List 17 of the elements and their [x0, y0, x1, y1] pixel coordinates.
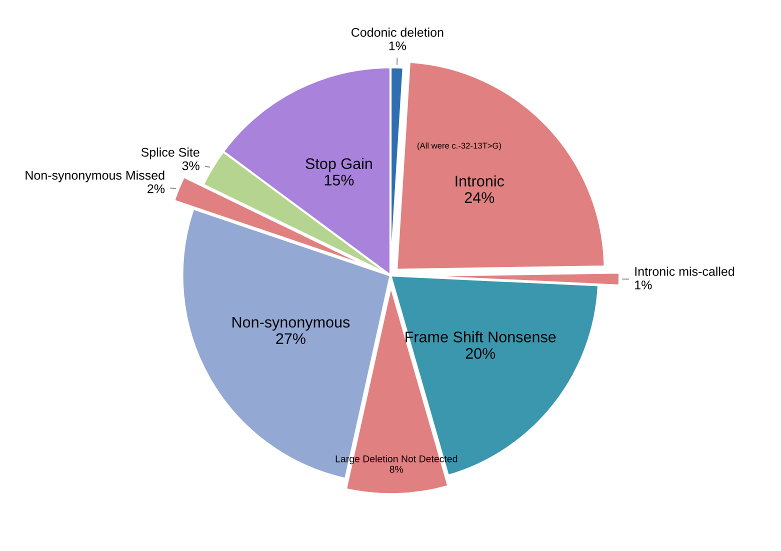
data-label: 24% — [464, 192, 494, 203]
slice-label: Non-synonymous — [232, 316, 350, 331]
slice-label: Non-synonymous Missed — [26, 170, 164, 182]
slice-label: Intronic — [456, 175, 504, 187]
data-label: 8% — [390, 466, 404, 473]
text: (All were c.-32-13T>G) — [417, 142, 501, 150]
data-label: 1% — [635, 280, 652, 290]
slice-label: Codonic deletion — [352, 28, 444, 37]
data-label: 2% — [148, 184, 165, 194]
data-label: 20% — [466, 348, 496, 359]
data-label: 3% — [182, 161, 200, 170]
data-label: 15% — [324, 174, 354, 186]
slice-label: Stop Gain — [306, 158, 372, 172]
slice-label: Intronic mis-called — [635, 266, 734, 276]
data-label: 27% — [276, 333, 306, 344]
slice-label: Splice Site — [141, 148, 200, 160]
data-label: 1% — [389, 41, 406, 50]
